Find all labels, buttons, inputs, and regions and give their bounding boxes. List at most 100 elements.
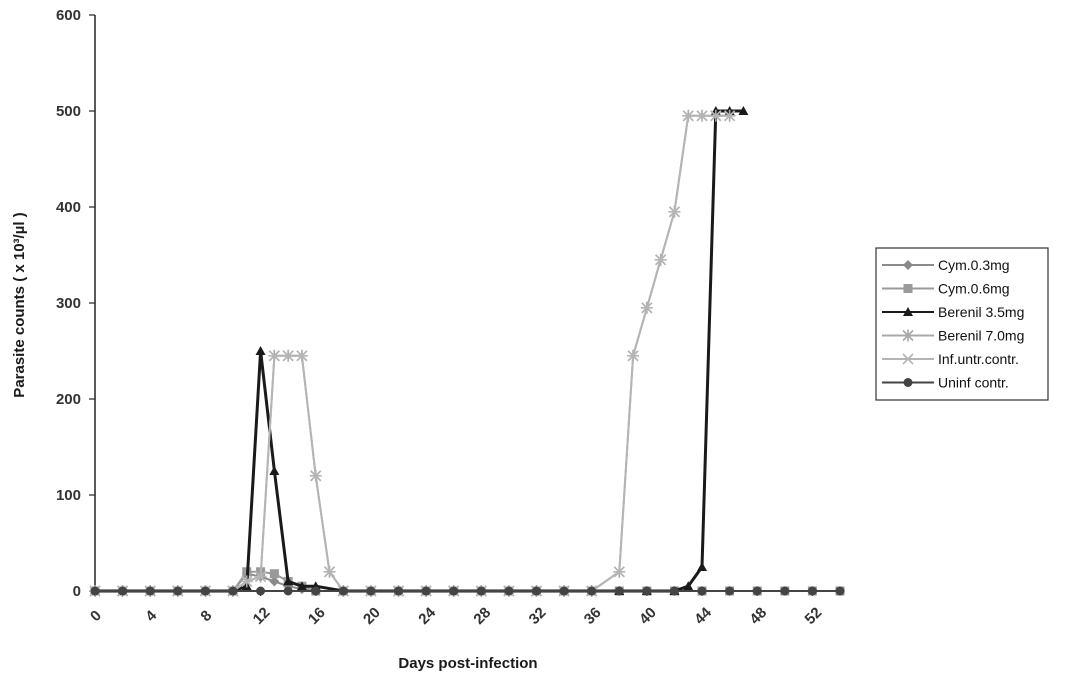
- legend-entry: Uninf contr.: [882, 375, 1009, 391]
- x-tick-label: 16: [305, 604, 329, 628]
- data-point: [696, 110, 709, 122]
- legend-swatch-marker: [903, 307, 913, 316]
- legend-entry: Inf.untr.contr.: [882, 351, 1019, 367]
- data-point: [683, 581, 694, 591]
- y-tick-label: 100: [56, 487, 81, 504]
- data-point: [240, 575, 253, 587]
- series-2: [90, 106, 749, 595]
- data-point: [668, 206, 681, 218]
- data-point: [531, 586, 541, 596]
- data-point: [269, 569, 279, 579]
- data-point: [752, 586, 762, 596]
- data-point: [269, 466, 280, 475]
- legend-label: Cym.0.6mg: [938, 281, 1010, 297]
- data-point: [669, 586, 679, 596]
- data-point: [654, 254, 667, 266]
- legend: Cym.0.3mg Cym.0.6mg Berenil 3.5mg Berenil 7…: [875, 247, 1049, 401]
- x-tick-label: 48: [746, 604, 770, 628]
- data-point: [807, 586, 817, 596]
- data-point: [476, 586, 486, 596]
- data-point: [449, 586, 459, 596]
- data-point: [295, 350, 308, 362]
- x-tick-label: 24: [415, 604, 439, 628]
- legend-entry: Cym.0.3mg: [882, 257, 1010, 273]
- x-tick-label: 36: [581, 604, 605, 628]
- y-tick-label: 500: [56, 103, 81, 120]
- x-axis-title: Days post-infection: [398, 655, 537, 672]
- data-point: [627, 350, 640, 362]
- data-point: [269, 576, 280, 587]
- data-point: [614, 586, 624, 596]
- data-point: [228, 586, 238, 596]
- x-tick-label: 28: [470, 604, 494, 628]
- x-tick-label: 44: [691, 604, 715, 628]
- data-point: [682, 110, 695, 122]
- data-point: [338, 586, 348, 596]
- data-point: [421, 586, 431, 596]
- data-point: [256, 586, 266, 596]
- data-point: [559, 586, 569, 596]
- x-tick-label: 8: [197, 607, 215, 625]
- data-point: [725, 586, 735, 596]
- x-tick-label: 4: [142, 607, 160, 625]
- series-layer: [89, 106, 845, 597]
- legend-label: Berenil 7.0mg: [938, 328, 1024, 344]
- data-point: [697, 562, 708, 571]
- data-point: [90, 586, 100, 596]
- data-point: [282, 350, 295, 362]
- series-3: [89, 109, 736, 597]
- data-point: [697, 586, 707, 596]
- data-point: [200, 586, 210, 596]
- data-point: [723, 110, 736, 122]
- series-4: [89, 110, 736, 597]
- data-point: [283, 586, 293, 596]
- y-tick-label: 400: [56, 199, 81, 216]
- legend-entry: Berenil 3.5mg: [882, 304, 1024, 320]
- data-point: [504, 586, 514, 596]
- legend-box: [875, 247, 1049, 401]
- data-point: [642, 586, 652, 596]
- legend-swatch-marker: [903, 284, 913, 293]
- x-tick-label: 12: [250, 604, 274, 628]
- data-point: [835, 586, 845, 596]
- data-point: [394, 586, 404, 596]
- legend-swatch-marker: [902, 329, 914, 342]
- data-point: [296, 581, 307, 591]
- series-5: [90, 586, 845, 596]
- data-point: [254, 571, 267, 583]
- y-tick-label: 200: [56, 391, 81, 408]
- data-point: [283, 576, 294, 586]
- data-point: [311, 586, 321, 596]
- data-point: [173, 586, 183, 596]
- x-tick-label: 32: [526, 604, 550, 628]
- data-point: [309, 470, 322, 482]
- legend-swatch-marker: [903, 260, 913, 270]
- data-point: [366, 586, 376, 596]
- legend-label: Cym.0.3mg: [938, 257, 1010, 273]
- data-point: [780, 586, 790, 596]
- data-point: [709, 110, 722, 122]
- data-point: [613, 566, 626, 578]
- y-tick-label: 300: [56, 295, 81, 312]
- x-tick-label: 0: [87, 607, 105, 625]
- series-line: [95, 109, 744, 593]
- legend-entry: Cym.0.6mg: [882, 281, 1010, 297]
- data-point: [587, 586, 597, 596]
- legend-swatch-marker: [903, 378, 913, 387]
- x-tick-label: 40: [636, 604, 660, 628]
- data-point: [145, 586, 155, 596]
- x-tick-label: 20: [360, 604, 384, 628]
- y-axis-title: Parasite counts ( x 10³/µl ): [11, 212, 28, 397]
- data-point: [268, 350, 281, 362]
- data-point: [738, 106, 749, 115]
- y-tick-label: 600: [56, 7, 81, 24]
- data-point: [323, 566, 336, 578]
- data-point: [118, 586, 128, 596]
- legend-entry: Berenil 7.0mg: [882, 328, 1024, 344]
- x-tick-label: 52: [802, 604, 826, 628]
- legend-label: Uninf contr.: [938, 375, 1009, 391]
- data-point: [640, 302, 653, 314]
- legend-label: Berenil 3.5mg: [938, 304, 1024, 320]
